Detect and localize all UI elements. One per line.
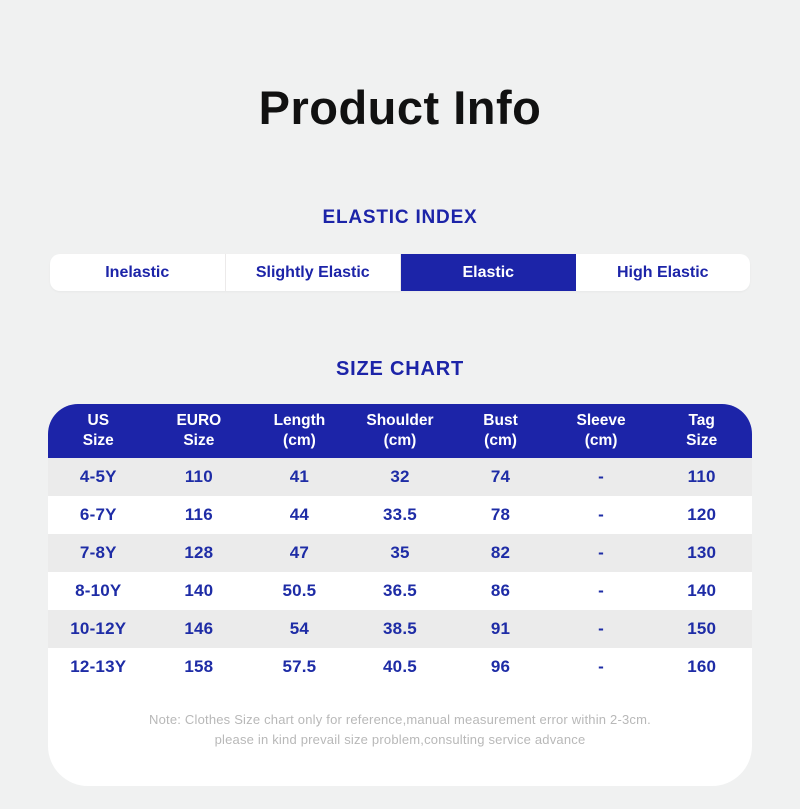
size-chart-cell: 82	[490, 543, 511, 562]
size-chart-cell: 74	[490, 467, 511, 486]
size-chart-cell: 128	[184, 543, 214, 562]
size-chart-cell: 4-5Y	[79, 467, 117, 486]
size-chart-cell: 54	[289, 619, 310, 638]
size-chart-cell: 116	[184, 505, 213, 524]
size-chart-cell: -	[598, 505, 605, 524]
size-chart-cell: -	[598, 657, 605, 676]
size-chart-cell: 150	[687, 619, 717, 638]
elastic-index-option-label: High Elastic	[616, 263, 709, 281]
size-chart-cell: 41	[289, 467, 310, 486]
elastic-index-bar: Inelastic Slightly Elastic Elastic High …	[50, 254, 750, 291]
size-chart-cell: 32	[390, 467, 410, 486]
size-chart-row: 4-5Y 110 41 32 74 - 110	[48, 458, 752, 496]
elastic-index-option: Inelastic	[50, 254, 226, 291]
size-chart-row: 7-8Y 128 47 35 82 - 130	[48, 534, 752, 572]
size-chart-cell: 12-13Y	[70, 657, 127, 676]
size-chart-cell: 78	[490, 505, 511, 524]
size-chart-column-header: Tag Size	[651, 404, 752, 458]
size-chart-cell: 47	[289, 543, 310, 562]
size-chart-row: 8-10Y 140 50.5 36.5 86 - 140	[48, 572, 752, 610]
size-chart-section: SIZE CHART US Size EURO Size Length (cm) Sh…	[0, 358, 800, 787]
size-chart-cell: 158	[184, 657, 214, 676]
size-chart-cell: -	[598, 619, 605, 638]
size-chart-note-line2: please in kind prevail size problem,cons…	[214, 732, 586, 748]
size-chart-row: 12-13Y 158 57.5 40.5 96 - 160	[48, 648, 752, 686]
size-chart-column-header: Length (cm)	[249, 404, 350, 458]
size-chart-cell: 140	[687, 581, 717, 600]
elastic-index-option: Slightly Elastic	[226, 254, 401, 291]
size-chart-cell: 160	[687, 657, 717, 676]
size-chart-cell: 86	[490, 581, 511, 600]
size-chart-header: US Size EURO Size Length (cm) Shoulder (cm)…	[48, 404, 752, 458]
size-chart-column-header: Sleeve (cm)	[550, 404, 652, 458]
elastic-index-option-label: Elastic	[462, 263, 515, 281]
size-chart-note-line1: Note: Clothes Size chart only for refere…	[149, 712, 651, 727]
size-chart-cell: 44	[289, 505, 310, 524]
size-chart-body: 4-5Y 110 41 32 74 - 110 6-7Y 116 44 33.5 78 - 120 7-8Y…	[48, 458, 752, 686]
size-chart-cell: 96	[490, 657, 511, 676]
elastic-index-option-label: Inelastic	[105, 263, 170, 281]
size-chart-column-header: Shoulder (cm)	[349, 404, 451, 458]
size-chart-cell: 50.5	[282, 581, 317, 600]
elastic-index-heading: ELASTIC INDEX	[322, 207, 478, 228]
size-chart-cell: -	[598, 581, 605, 600]
size-chart-cell: 120	[687, 505, 717, 524]
size-chart-cell: 110	[184, 467, 213, 486]
size-chart-header-row: US Size EURO Size Length (cm) Shoulder (cm)…	[48, 404, 752, 458]
size-chart-cell: 6-7Y	[79, 505, 117, 524]
size-chart-cell: 146	[184, 619, 214, 638]
size-chart-cell: -	[598, 543, 605, 562]
size-chart-card: US Size EURO Size Length (cm) Shoulder (cm)…	[48, 404, 752, 787]
size-chart-cell: 33.5	[383, 505, 417, 524]
size-chart-heading: SIZE CHART	[336, 358, 464, 380]
size-chart-cell: 57.5	[282, 657, 317, 676]
size-chart-cell: 110	[687, 467, 716, 486]
size-chart-cell: 38.5	[383, 619, 417, 638]
size-chart-cell: -	[598, 467, 605, 486]
elastic-index-option: Elastic	[401, 254, 576, 291]
size-chart-row: 10-12Y 146 54 38.5 91 - 150	[48, 610, 752, 648]
size-chart-cell: 35	[390, 543, 410, 562]
size-chart-column-header: Bust (cm)	[450, 404, 551, 458]
size-chart-cell: 7-8Y	[79, 543, 117, 562]
size-chart-cell: 130	[687, 543, 717, 562]
size-chart-note: Note: Clothes Size chart only for refere…	[48, 686, 752, 786]
size-chart-column-header: US Size	[48, 404, 149, 458]
size-chart-cell: 8-10Y	[75, 581, 122, 600]
size-chart-row: 6-7Y 116 44 33.5 78 - 120	[48, 496, 752, 534]
size-chart-cell: 140	[184, 581, 214, 600]
elastic-index-option-label: Slightly Elastic	[255, 263, 370, 281]
size-chart-cell: 40.5	[383, 657, 417, 676]
size-chart-cell: 10-12Y	[70, 619, 127, 638]
size-chart-cell: 91	[490, 619, 511, 638]
page-title: Product Info	[258, 81, 542, 134]
size-chart-cell: 36.5	[383, 581, 417, 600]
size-chart-table: US Size EURO Size Length (cm) Shoulder (cm)…	[48, 404, 752, 686]
elastic-index-option: High Elastic	[576, 254, 751, 291]
elastic-index-section: ELASTIC INDEX Inelastic Slightly Elastic…	[0, 207, 800, 291]
size-chart-column-header: EURO Size	[148, 404, 250, 458]
